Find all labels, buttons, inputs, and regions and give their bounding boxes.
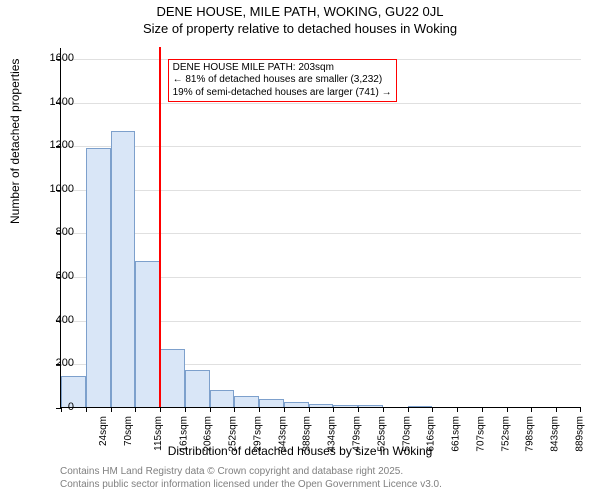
chart-title-line1: DENE HOUSE, MILE PATH, WOKING, GU22 0JL <box>0 4 600 19</box>
histogram-bar <box>185 370 210 407</box>
xtick-mark <box>383 407 384 412</box>
xtick-mark <box>309 407 310 412</box>
xtick-label: 889sqm <box>574 416 585 452</box>
gridline <box>61 146 581 147</box>
ytick-label: 600 <box>34 270 74 282</box>
annotation-box: DENE HOUSE MILE PATH: 203sqm← 81% of det… <box>168 59 397 103</box>
histogram-bar <box>210 390 235 407</box>
ytick-label: 200 <box>34 357 74 369</box>
histogram-bar <box>135 261 160 407</box>
histogram-bar <box>284 402 309 407</box>
histogram-bar <box>160 349 185 407</box>
histogram-bar <box>309 404 334 407</box>
xtick-label: 434sqm <box>327 416 338 452</box>
xtick-mark <box>358 407 359 412</box>
y-axis-label: Number of detached properties <box>8 59 22 224</box>
footer-line2: Contains public sector information licen… <box>60 479 442 492</box>
histogram-bar <box>333 405 358 407</box>
xtick-label: 525sqm <box>376 416 387 452</box>
attribution-footer: Contains HM Land Registry data © Crown c… <box>60 466 442 491</box>
xtick-label: 161sqm <box>178 416 189 452</box>
xtick-label: 343sqm <box>277 416 288 452</box>
xtick-label: 206sqm <box>203 416 214 452</box>
histogram-bar <box>408 406 433 407</box>
ytick-label: 800 <box>34 226 74 238</box>
xtick-mark <box>160 407 161 412</box>
ytick-label: 1200 <box>34 139 74 151</box>
xtick-mark <box>210 407 211 412</box>
xtick-mark <box>135 407 136 412</box>
xtick-label: 297sqm <box>253 416 264 452</box>
xtick-label: 616sqm <box>426 416 437 452</box>
xtick-mark <box>185 407 186 412</box>
xtick-mark <box>408 407 409 412</box>
ytick-label: 0 <box>34 401 74 413</box>
footer-line1: Contains HM Land Registry data © Crown c… <box>60 466 442 479</box>
xtick-label: 752sqm <box>500 416 511 452</box>
annotation-line: ← 81% of detached houses are smaller (3,… <box>173 74 392 87</box>
histogram-bar <box>111 131 136 407</box>
xtick-mark <box>284 407 285 412</box>
histogram-bar <box>259 399 284 407</box>
xtick-mark <box>333 407 334 412</box>
xtick-label: 24sqm <box>98 416 109 446</box>
xtick-mark <box>111 407 112 412</box>
gridline <box>61 190 581 191</box>
ytick-label: 1400 <box>34 96 74 108</box>
chart-title-line2: Size of property relative to detached ho… <box>0 21 600 36</box>
chart-area: DENE HOUSE MILE PATH: 203sqm← 81% of det… <box>60 48 580 408</box>
xtick-label: 115sqm <box>153 416 164 451</box>
histogram-bar <box>86 148 111 407</box>
xtick-label: 570sqm <box>401 416 412 452</box>
xtick-mark <box>86 407 87 412</box>
xtick-mark <box>234 407 235 412</box>
marker-line <box>159 47 161 407</box>
xtick-label: 388sqm <box>302 416 313 452</box>
histogram-bar <box>358 405 383 407</box>
xtick-label: 70sqm <box>123 416 134 446</box>
xtick-mark <box>507 407 508 412</box>
xtick-mark <box>432 407 433 412</box>
xtick-label: 843sqm <box>550 416 561 452</box>
histogram-bar <box>234 396 259 407</box>
xtick-label: 252sqm <box>228 416 239 452</box>
xtick-label: 798sqm <box>525 416 536 452</box>
xtick-mark <box>556 407 557 412</box>
ytick-label: 1000 <box>34 183 74 195</box>
xtick-mark <box>259 407 260 412</box>
annotation-line: 19% of semi-detached houses are larger (… <box>173 87 392 100</box>
ytick-label: 1600 <box>34 52 74 64</box>
gridline <box>61 103 581 104</box>
xtick-mark <box>482 407 483 412</box>
annotation-line: DENE HOUSE MILE PATH: 203sqm <box>173 62 392 75</box>
xtick-mark <box>457 407 458 412</box>
xtick-label: 661sqm <box>451 416 462 452</box>
xtick-mark <box>531 407 532 412</box>
plot-area: DENE HOUSE MILE PATH: 203sqm← 81% of det… <box>60 48 580 408</box>
ytick-label: 400 <box>34 314 74 326</box>
xtick-label: 479sqm <box>352 416 363 452</box>
xtick-mark <box>580 407 581 412</box>
xtick-label: 707sqm <box>475 416 486 452</box>
gridline <box>61 233 581 234</box>
